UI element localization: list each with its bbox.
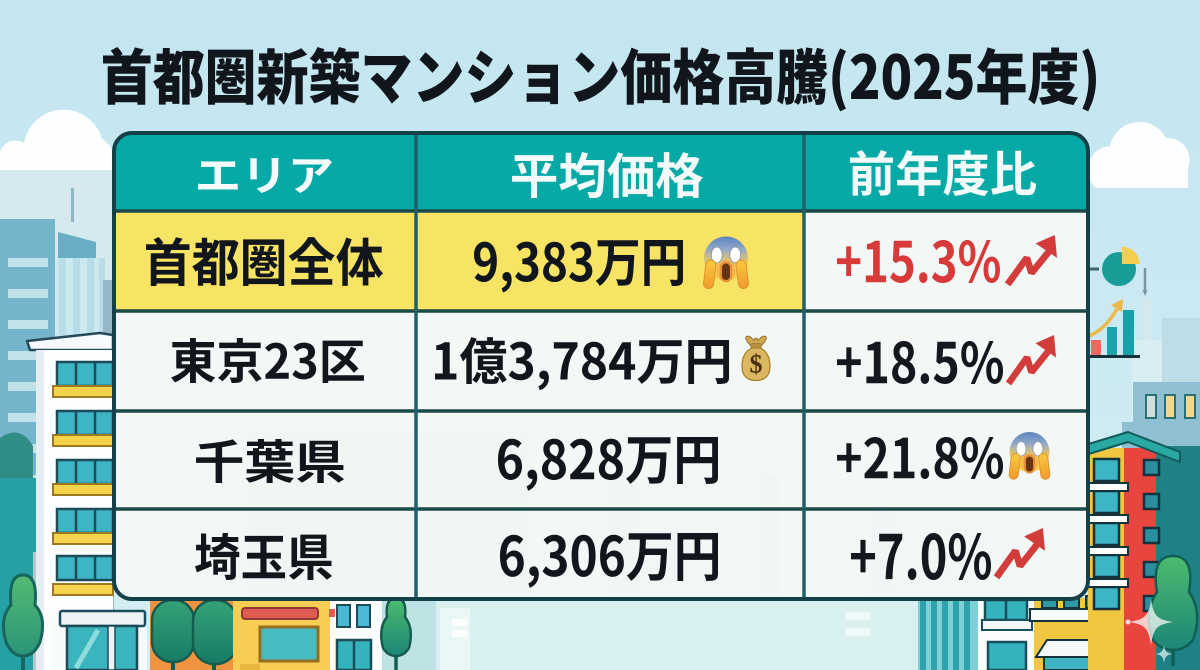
svg-text:$: $	[750, 350, 763, 379]
